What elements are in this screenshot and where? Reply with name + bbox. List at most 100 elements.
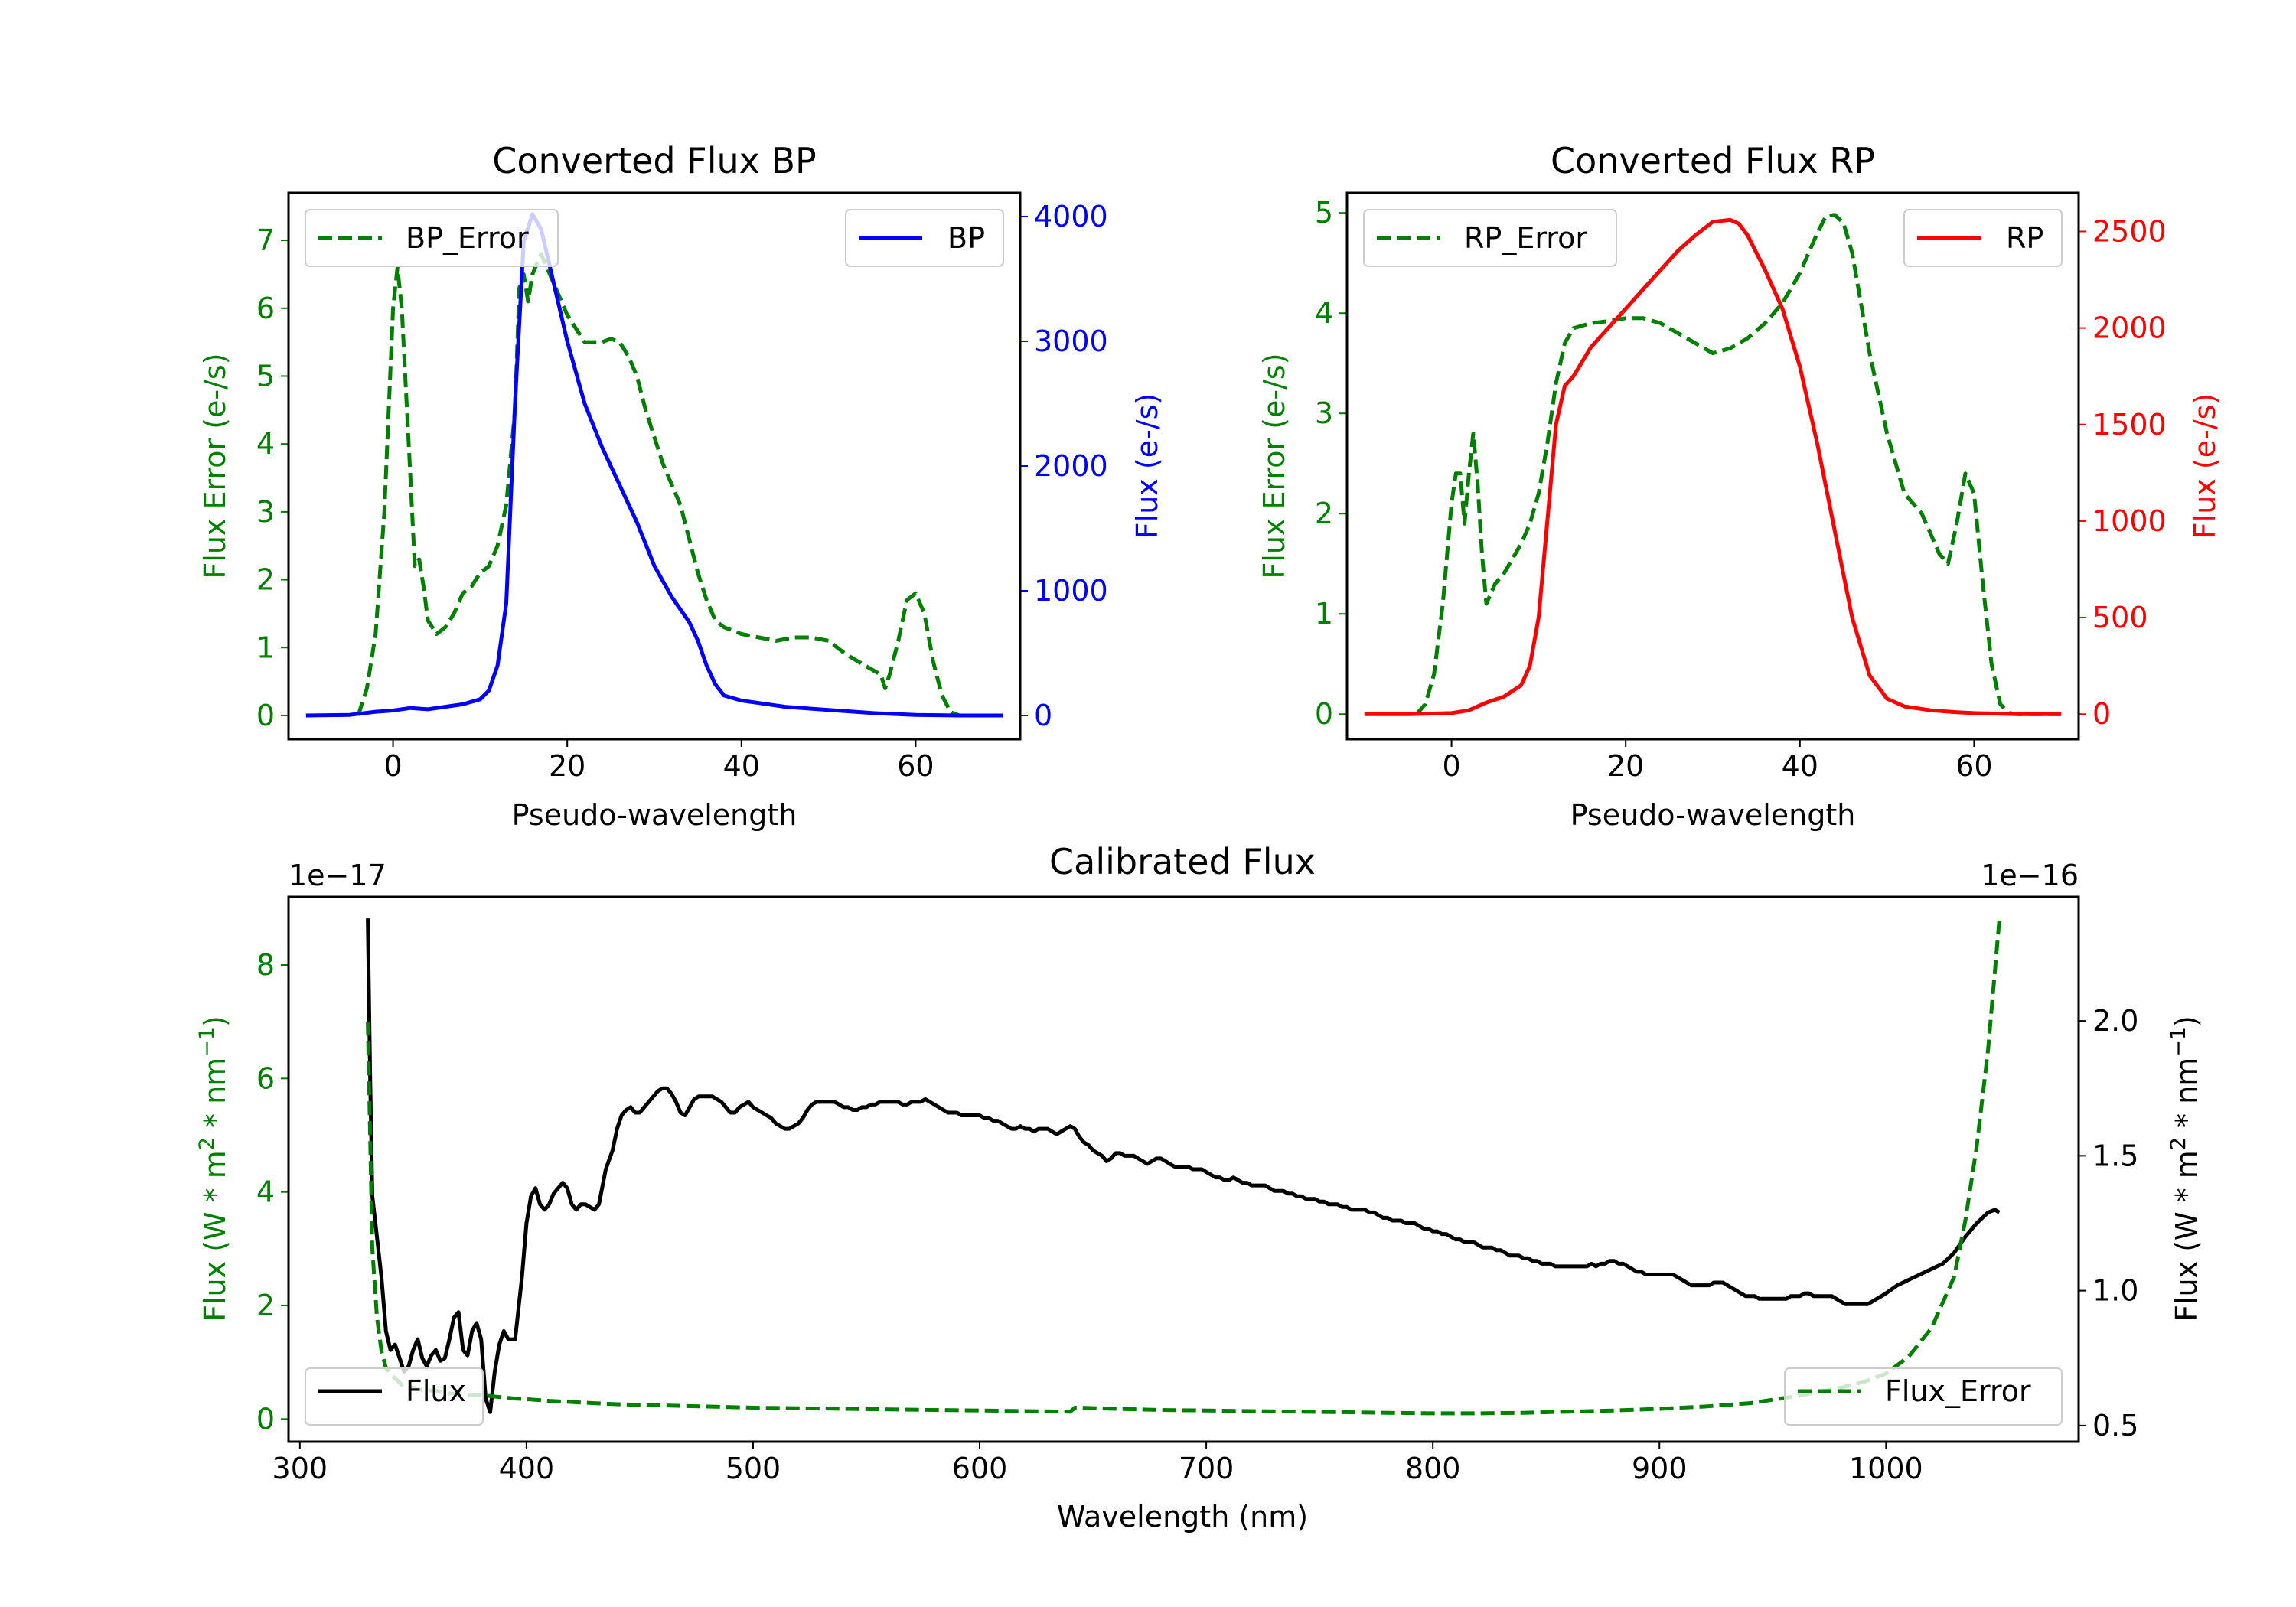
rp-panel: Converted Flux RP Pseudo-wavelength Flux… [1257,140,2222,832]
cal-left-y-tick-label: 2 [256,1289,275,1322]
bp-title: Converted Flux BP [492,140,817,181]
rp-plot-frame [1345,191,2080,741]
rp-flux-legend-box [1903,209,2063,267]
cal-x-tick-label: 600 [952,1452,1008,1485]
bp-left-y-tick-label: 0 [256,699,275,732]
cal-x-tick-label: 500 [726,1452,781,1485]
calibrated-left-offset: 1e−17 [289,859,386,892]
rp-left-y-tick-label: 1 [1315,597,1333,631]
bp-left-y-tick-label: 5 [256,359,275,393]
calibrated-x-axis-label: Wavelength (nm) [1057,1500,1308,1534]
bp-left-y-tick-label: 3 [256,495,275,529]
rp-left-y-tick-label: 2 [1315,497,1333,530]
rp-left-y-tick-label: 0 [1315,697,1333,731]
rp-right-y-tick-label: 2000 [2092,311,2167,345]
calibrated-flux-legend-label: Flux [406,1374,466,1408]
bp-x-tick-label: 60 [897,749,934,783]
rp-left-y-ticks: 0 1 2 3 4 5 [1315,196,1347,731]
bp-flux-legend: BP [845,209,1004,267]
bp-right-y-tick-label: 2000 [1034,449,1108,483]
cal-right-y-tick-label: 1.0 [2092,1274,2138,1308]
calibrated-right-axis-label-exp2: 2 [2167,1137,2190,1150]
bp-right-y-ticks: 0 1000 2000 3000 4000 [1020,200,1108,732]
bp-left-y-tick-label: 7 [256,223,275,257]
calibrated-right-axis-label-text: Flux (W * m [2170,1150,2203,1322]
rp-error-legend-label: RP_Error [1464,221,1587,255]
cal-x-tick-label: 700 [1179,1452,1234,1485]
rp-x-ticks: 0 20 40 60 [1442,739,1993,783]
calibrated-panel: Calibrated Flux Wavelength (nm) 1e−17 1e… [195,841,2203,1534]
rp-left-y-tick-label: 3 [1315,396,1333,430]
bp-left-y-tick-label: 6 [256,292,275,325]
calibrated-left-axis-label-expneg: −1 [195,1027,219,1058]
calibrated-error-legend: Flux_Error [1784,1367,2063,1426]
bp-flux-line [305,212,1003,718]
rp-x-tick-label: 40 [1782,749,1818,783]
calibrated-left-axis-label-nm: * nm [198,1058,232,1137]
bp-right-y-tick-label: 4000 [1034,200,1108,233]
bp-x-tick-label: 40 [723,749,760,783]
bp-left-y-tick-label: 4 [256,427,275,461]
cal-x-tick-label: 300 [272,1452,328,1485]
rp-x-tick-label: 20 [1607,749,1644,783]
calibrated-error-legend-label: Flux_Error [1885,1374,2031,1408]
rp-left-y-tick-label: 4 [1315,296,1333,330]
bp-left-y-tick-label: 1 [256,631,275,664]
bp-left-y-tick-label: 2 [256,563,275,597]
bp-left-y-ticks: 0 1 2 3 4 5 6 7 [256,223,289,732]
cal-x-tick-label: 800 [1405,1452,1461,1485]
bp-error-legend: BP_Error [305,209,559,267]
calibrated-x-ticks: 300 400 500 600 700 800 900 1000 [272,1442,1923,1485]
calibrated-right-axis-label-expneg: −1 [2167,1027,2190,1058]
rp-left-y-tick-label: 5 [1315,196,1333,230]
cal-x-tick-label: 900 [1632,1452,1688,1485]
bp-x-axis-label: Pseudo-wavelength [512,798,797,832]
calibrated-plot-frame [287,895,2080,1443]
calibrated-right-offset: 1e−16 [1981,859,2079,892]
rp-flux-line [1364,217,2062,716]
calibrated-right-axis-label-nm: * nm [2170,1058,2203,1137]
rp-right-y-tick-label: 500 [2092,601,2148,634]
bp-panel: Converted Flux BP Pseudo-wavelength Flux… [198,140,1164,832]
bp-right-y-tick-label: 1000 [1034,574,1108,608]
bp-plot-frame [287,191,1022,741]
rp-flux-legend-label: RP [2006,221,2043,255]
rp-error-legend: RP_Error [1363,209,1617,267]
bp-flux-legend-box [845,209,1004,267]
calibrated-left-axis-label-close: ) [198,1015,232,1027]
rp-title: Converted Flux RP [1551,140,1875,181]
bp-error-legend-label: BP_Error [406,221,529,255]
rp-error-line [1415,213,2062,716]
rp-right-y-tick-label: 1000 [2092,504,2167,538]
calibrated-left-y-ticks: 0 2 4 6 8 [256,948,289,1436]
bp-right-y-tick-label: 3000 [1034,324,1108,358]
cal-right-y-tick-label: 2.0 [2092,1004,2138,1038]
rp-right-y-tick-label: 0 [2092,697,2111,731]
rp-right-y-tick-label: 1500 [2092,408,2167,442]
calibrated-left-axis-label: Flux (W * m2 * nm−1) [195,1015,232,1322]
rp-flux-legend: RP [1903,209,2063,267]
rp-error-legend-box [1363,209,1617,267]
rp-right-axis-label: Flux (e-/s) [2188,393,2222,539]
bp-x-tick-label: 20 [549,749,585,783]
bp-error-legend-box [305,209,559,267]
cal-x-tick-label: 1000 [1849,1452,1923,1485]
cal-left-y-tick-label: 4 [256,1175,275,1209]
rp-right-y-ticks: 0 500 1000 1500 2000 2500 [2079,214,2167,731]
bp-right-y-tick-label: 0 [1034,699,1052,732]
calibrated-flux-line [366,918,2001,1414]
bp-right-axis-label: Flux (e-/s) [1130,393,1164,539]
bp-left-axis-label: Flux Error (e-/s) [198,353,232,579]
bp-x-tick-label: 0 [383,749,402,783]
bp-flux-legend-label: BP [947,221,985,255]
rp-right-y-tick-label: 2500 [2092,214,2167,248]
cal-left-y-tick-label: 6 [256,1061,275,1095]
calibrated-title: Calibrated Flux [1049,841,1316,882]
cal-left-y-tick-label: 0 [256,1402,275,1436]
rp-left-axis-label: Flux Error (e-/s) [1257,353,1291,579]
calibrated-right-y-ticks: 0.5 1.0 1.5 2.0 [2079,1004,2138,1442]
bp-x-ticks: 0 20 40 60 [383,739,934,783]
cal-right-y-tick-label: 1.5 [2092,1139,2138,1172]
